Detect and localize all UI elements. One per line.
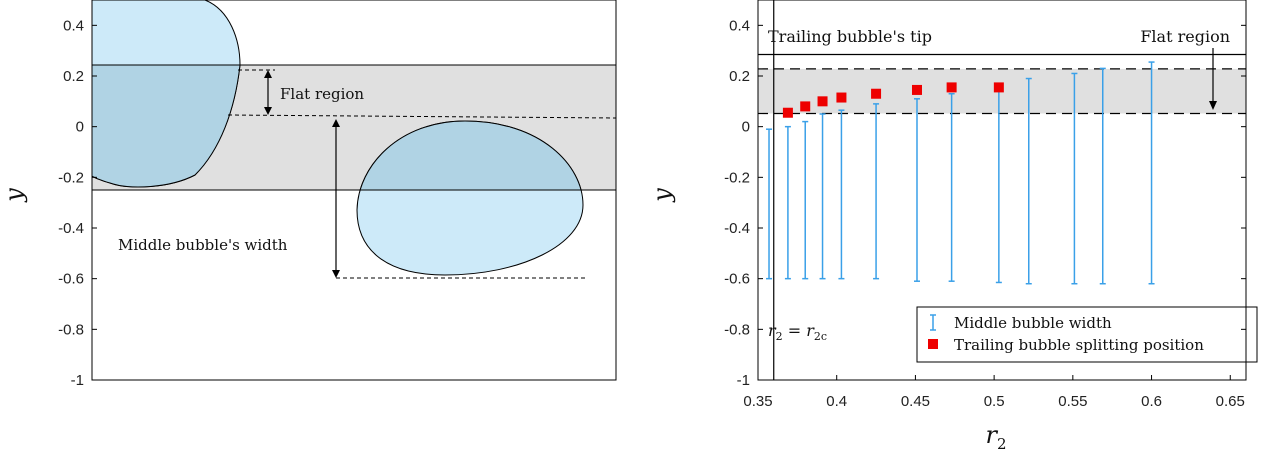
right-y-tick-label: 0 <box>742 119 750 136</box>
left-panel: Flat region Middle bubble's width 0.4 0.2… <box>0 0 617 389</box>
middle-width-errorbar <box>819 113 826 280</box>
flat-region-label: Flat region <box>280 85 364 103</box>
right-flat-label: Flat region <box>1140 27 1230 46</box>
right-x-tick-label: 0.45 <box>901 393 930 410</box>
right-x-tick-label: 0.5 <box>984 393 1005 410</box>
legend-label-width: Middle bubble width <box>954 314 1112 332</box>
splitting-position-marker <box>817 96 828 107</box>
middle-width-errorbar <box>948 92 955 282</box>
splitting-position-marker <box>871 88 882 99</box>
right-y-tick-label: -0.6 <box>724 271 750 288</box>
splitting-position-marker <box>946 82 957 93</box>
left-y-tick-label: 0.4 <box>63 17 84 34</box>
left-y-tick-label: -0.8 <box>58 321 84 338</box>
left-y-tick-label: 0.2 <box>63 68 84 85</box>
middle-width-errorbar <box>766 128 773 280</box>
right-x-tick-label: 0.6 <box>1141 393 1162 410</box>
middle-width-errorbar <box>873 103 880 280</box>
critical-label: r2 = r2c <box>768 321 827 343</box>
left-axes-frame <box>91 0 617 381</box>
right-y-tick-label: -1 <box>737 372 750 389</box>
middle-width-errorbar <box>1025 77 1032 285</box>
middle-width-errorbar <box>802 120 809 280</box>
right-x-tick-label: 0.4 <box>826 393 847 410</box>
middle-width-errorbar <box>1148 61 1155 285</box>
left-y-tick-label: -0.6 <box>58 271 84 288</box>
tip-label: Trailing bubble's tip <box>768 27 932 46</box>
right-y-axis-label: y <box>648 188 676 203</box>
middle-width-errorbar <box>784 125 791 280</box>
middle-width-errorbar <box>1071 72 1078 285</box>
right-x-tick-label: 0.35 <box>743 393 772 410</box>
middle-width-errorbar <box>913 98 920 282</box>
left-y-tick-label: -1 <box>71 372 84 389</box>
flat-dash-bottom <box>227 114 617 119</box>
legend: Middle bubble width Trailing bubble spli… <box>916 306 1258 363</box>
splitting-position-marker <box>800 101 811 112</box>
middle-width-errorbar <box>1099 67 1106 285</box>
middle-width-label: Middle bubble's width <box>118 236 288 254</box>
right-x-axis-label: r2 <box>985 421 1006 450</box>
left-y-tick-label: -0.2 <box>58 169 84 186</box>
right-x-tick-label: 0.65 <box>1216 393 1245 410</box>
splitting-position-marker <box>836 92 847 103</box>
right-y-tick-label: -0.2 <box>724 169 750 186</box>
left-y-axis-label: y <box>0 188 28 203</box>
right-x-tick-label: 0.55 <box>1058 393 1087 410</box>
right-axes-frame <box>757 0 1247 381</box>
right-y-tick-label: -0.8 <box>724 321 750 338</box>
right-y-ticks: 0.4 0.2 0 -0.2 -0.4 -0.6 -0.8 -1 <box>724 17 1246 389</box>
right-y-tick-label: 0.2 <box>729 68 750 85</box>
band-overlap <box>92 65 582 190</box>
left-y-tick-label: -0.4 <box>58 220 84 237</box>
middle-width-errorbars <box>766 61 1155 285</box>
right-panel: Trailing bubble's tip Flat region r2 = r… <box>648 0 1258 450</box>
left-y-ticks: 0.4 0.2 0 -0.2 -0.4 -0.6 -0.8 -1 <box>58 17 97 389</box>
right-y-tick-label: -0.4 <box>724 220 750 237</box>
left-bubbles <box>92 0 584 276</box>
splitting-position-marker <box>782 107 793 118</box>
legend-label-split: Trailing bubble splitting position <box>954 336 1204 354</box>
splitting-position-marker <box>993 82 1004 93</box>
legend-square-icon <box>928 339 938 349</box>
left-y-tick-label: 0 <box>76 119 84 136</box>
splitting-position-marker <box>911 84 922 95</box>
middle-width-errorbar <box>838 109 845 280</box>
middle-width-errorbar <box>995 87 1002 284</box>
right-y-tick-label: 0.4 <box>729 17 750 34</box>
splitting-position-markers <box>782 82 1004 118</box>
right-x-ticks: 0.35 0.4 0.45 0.5 0.55 0.6 0.65 <box>743 375 1245 410</box>
legend-errorbar-icon <box>930 314 936 331</box>
